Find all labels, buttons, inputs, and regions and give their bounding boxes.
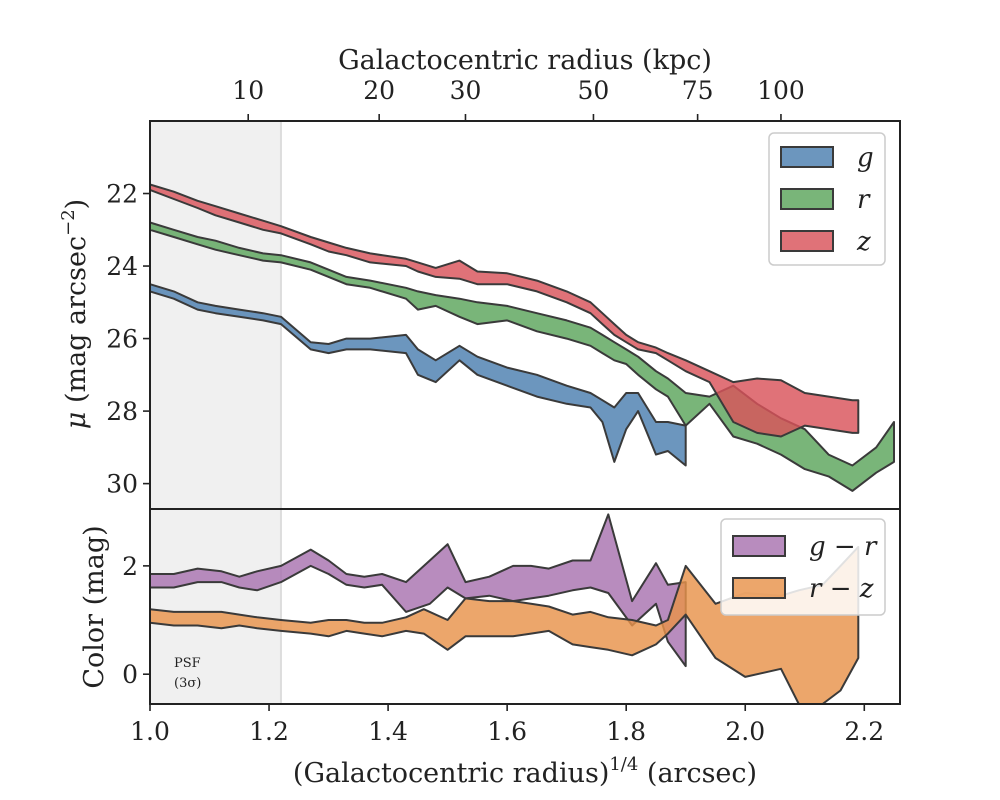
series-band-1 (149, 221, 895, 492)
main-y-tick-label: 28 (106, 397, 138, 426)
main-legend-label: g (857, 143, 874, 173)
color-legend-swatch (732, 577, 786, 599)
main-y-tick-label: 24 (106, 252, 138, 281)
main-y-tick-label: 26 (106, 325, 138, 354)
main-y-tick-label: 22 (106, 180, 138, 209)
main-legend-label: z (856, 227, 871, 257)
main-legend-swatch (780, 188, 834, 210)
top-tick-label: 30 (450, 76, 482, 105)
top-tick-label: 50 (578, 76, 610, 105)
main-legend-label: r (857, 185, 871, 215)
main-legend-swatch (780, 146, 834, 168)
main-legend-swatch (780, 230, 834, 252)
series-band-0 (149, 513, 687, 668)
top-tick-label: 75 (682, 76, 714, 105)
axis-labels: Galactocentric radius (kpc) (Galactocent… (58, 45, 757, 789)
series-band-0 (149, 283, 687, 467)
x-tick-label: 1.0 (130, 717, 170, 746)
main-y-axis-label: μ (mag arcsec−2) (58, 199, 92, 429)
x-axis-label: (Galactocentric radius)1/4 (arcsec) (293, 754, 757, 789)
top-tick-label: 100 (757, 76, 805, 105)
main-y-tick-label: 30 (106, 470, 138, 499)
x-tick-label: 1.8 (606, 717, 646, 746)
series-band-1 (149, 545, 860, 705)
top-axis-label: Galactocentric radius (kpc) (338, 45, 712, 76)
x-tick-label: 2.2 (844, 717, 884, 746)
color-y-axis-label: Color (mag) (79, 525, 110, 688)
color-y-tick-label: 0 (122, 660, 138, 689)
color-plot-frame (149, 508, 901, 705)
color-legend-label: g − r (809, 532, 878, 562)
x-tick-label: 1.4 (368, 717, 408, 746)
psf-label-line1: PSF (174, 656, 201, 671)
x-tick-label: 1.6 (487, 717, 527, 746)
color-legend-label: r − z (809, 574, 874, 604)
series-band-2 (149, 183, 860, 438)
color-legend-swatch (732, 535, 786, 557)
top-tick-label: 10 (232, 76, 264, 105)
psf-shaded-region (150, 121, 281, 704)
top-tick-label: 20 (363, 76, 395, 105)
x-tick-label: 1.2 (249, 717, 289, 746)
color-y-tick-label: 2 (122, 552, 138, 581)
color-panel: 0 2 1.0 1.2 1.4 1.6 1.8 2.0 2.2 g − r r − z (122, 508, 901, 746)
psf-label-line2: (3σ) (174, 676, 201, 691)
x-tick-label: 2.0 (725, 717, 765, 746)
